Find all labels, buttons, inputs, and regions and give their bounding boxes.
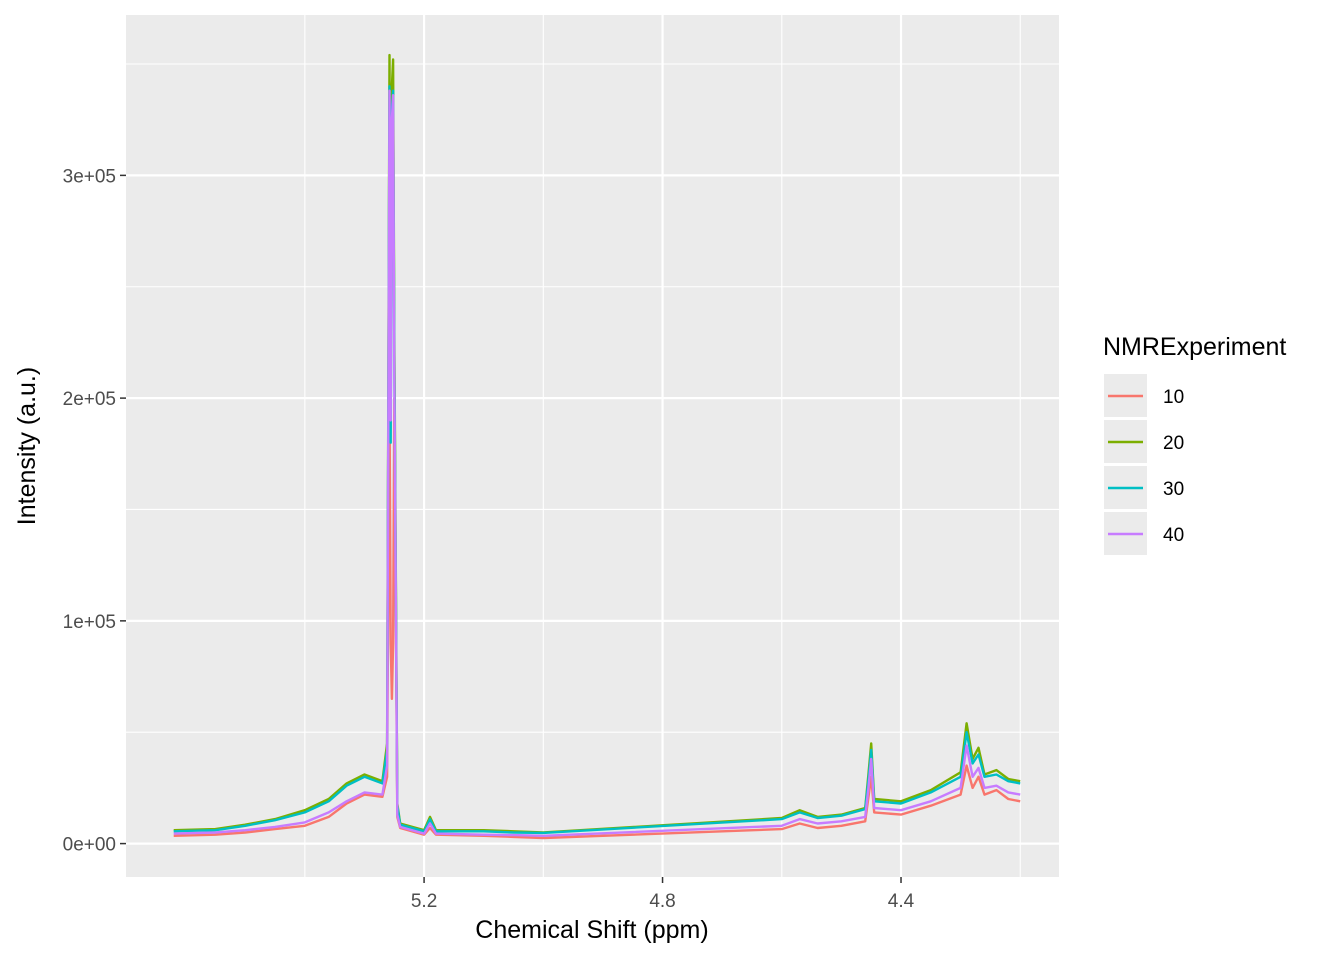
legend-item-30: 30	[1104, 466, 1184, 509]
axis-ticks	[120, 174, 902, 883]
minor-gridlines	[126, 15, 1059, 877]
major-gridlines	[126, 15, 1059, 877]
x-axis-title: Chemical Shift (ppm)	[475, 916, 708, 944]
x-tick-label: 5.2	[411, 891, 437, 912]
y-tick-label: 2e+05	[63, 389, 116, 410]
plot-panel	[126, 15, 1059, 877]
y-tick-label: 3e+05	[63, 166, 116, 187]
legend-label: 10	[1163, 387, 1184, 408]
x-tick-label: 4.8	[649, 891, 675, 912]
y-axis-title: Intensity (a.u.)	[13, 367, 41, 525]
legend-label: 20	[1163, 433, 1184, 454]
series-line-40	[173, 89, 1021, 837]
legend-item-10: 10	[1104, 374, 1184, 417]
x-tick-label: 4.4	[888, 891, 915, 912]
series-lines	[173, 53, 1021, 840]
y-tick-label: 1e+05	[63, 612, 116, 633]
legend-item-20: 20	[1104, 420, 1184, 463]
legend-title: NMRExperiment	[1103, 333, 1286, 361]
y-tick-labels: 0e+00 1e+05 2e+05 3e+05	[63, 166, 116, 855]
legend-label: 40	[1163, 525, 1184, 546]
y-tick-label: 0e+00	[63, 835, 116, 856]
legend-label: 30	[1163, 479, 1184, 500]
series-line-30	[173, 85, 1021, 835]
legend: NMRExperiment 10 20 30 40	[1103, 333, 1286, 555]
x-tick-labels: 5.2 4.8 4.4	[411, 891, 915, 912]
legend-item-40: 40	[1104, 512, 1184, 555]
